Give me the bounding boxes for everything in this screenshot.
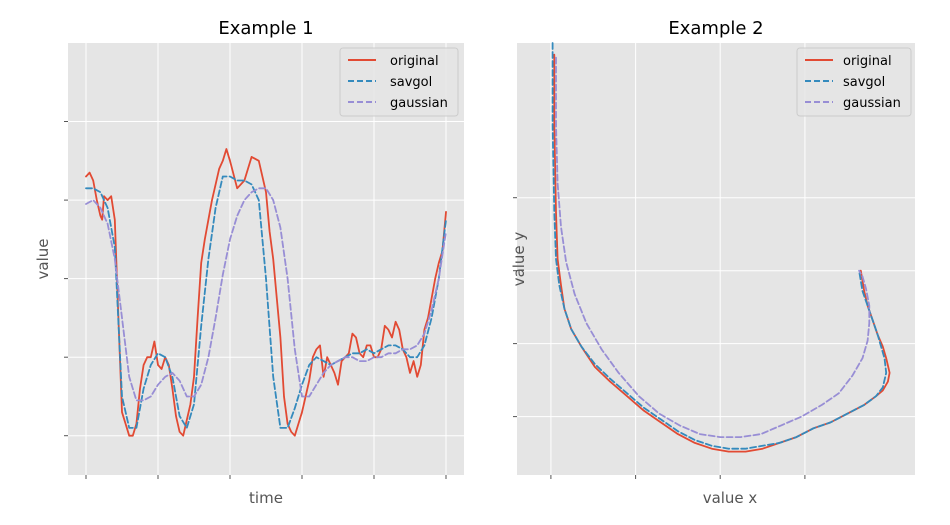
- x-axis-label: value x: [703, 489, 758, 507]
- legend: original savgol gaussian: [796, 47, 912, 117]
- series-line-savgol: [85, 175, 447, 429]
- chart-title: Example 1: [218, 18, 313, 39]
- legend-label-original: original: [843, 54, 892, 69]
- series-line-gaussian: [555, 56, 871, 439]
- legend-label-gaussian: gaussian: [390, 96, 448, 111]
- series-line-savgol: [551, 42, 888, 450]
- legend-box: [796, 47, 912, 117]
- series-line-gaussian: [85, 187, 447, 402]
- series-lines: [85, 148, 447, 437]
- y-axis-label: value: [34, 239, 52, 280]
- legend-label-original: original: [390, 54, 439, 69]
- legend-box: [339, 47, 459, 117]
- legend-label-savgol: savgol: [843, 75, 885, 90]
- legend-label-savgol: savgol: [390, 75, 432, 90]
- tick-marks: [64, 121, 447, 479]
- chart-example-1: Example 1 time value original savgol gau…: [34, 18, 464, 507]
- legend: original savgol gaussian: [339, 47, 459, 117]
- chart-title: Example 2: [668, 18, 763, 39]
- series-lines: [551, 42, 891, 453]
- legend-label-gaussian: gaussian: [843, 96, 901, 111]
- chart-example-2: Example 2 value x value y original savgo…: [510, 18, 915, 507]
- series-line-original: [85, 148, 447, 437]
- tick-marks: [513, 197, 806, 479]
- x-axis-label: time: [249, 489, 283, 507]
- y-axis-label: value y: [510, 232, 528, 287]
